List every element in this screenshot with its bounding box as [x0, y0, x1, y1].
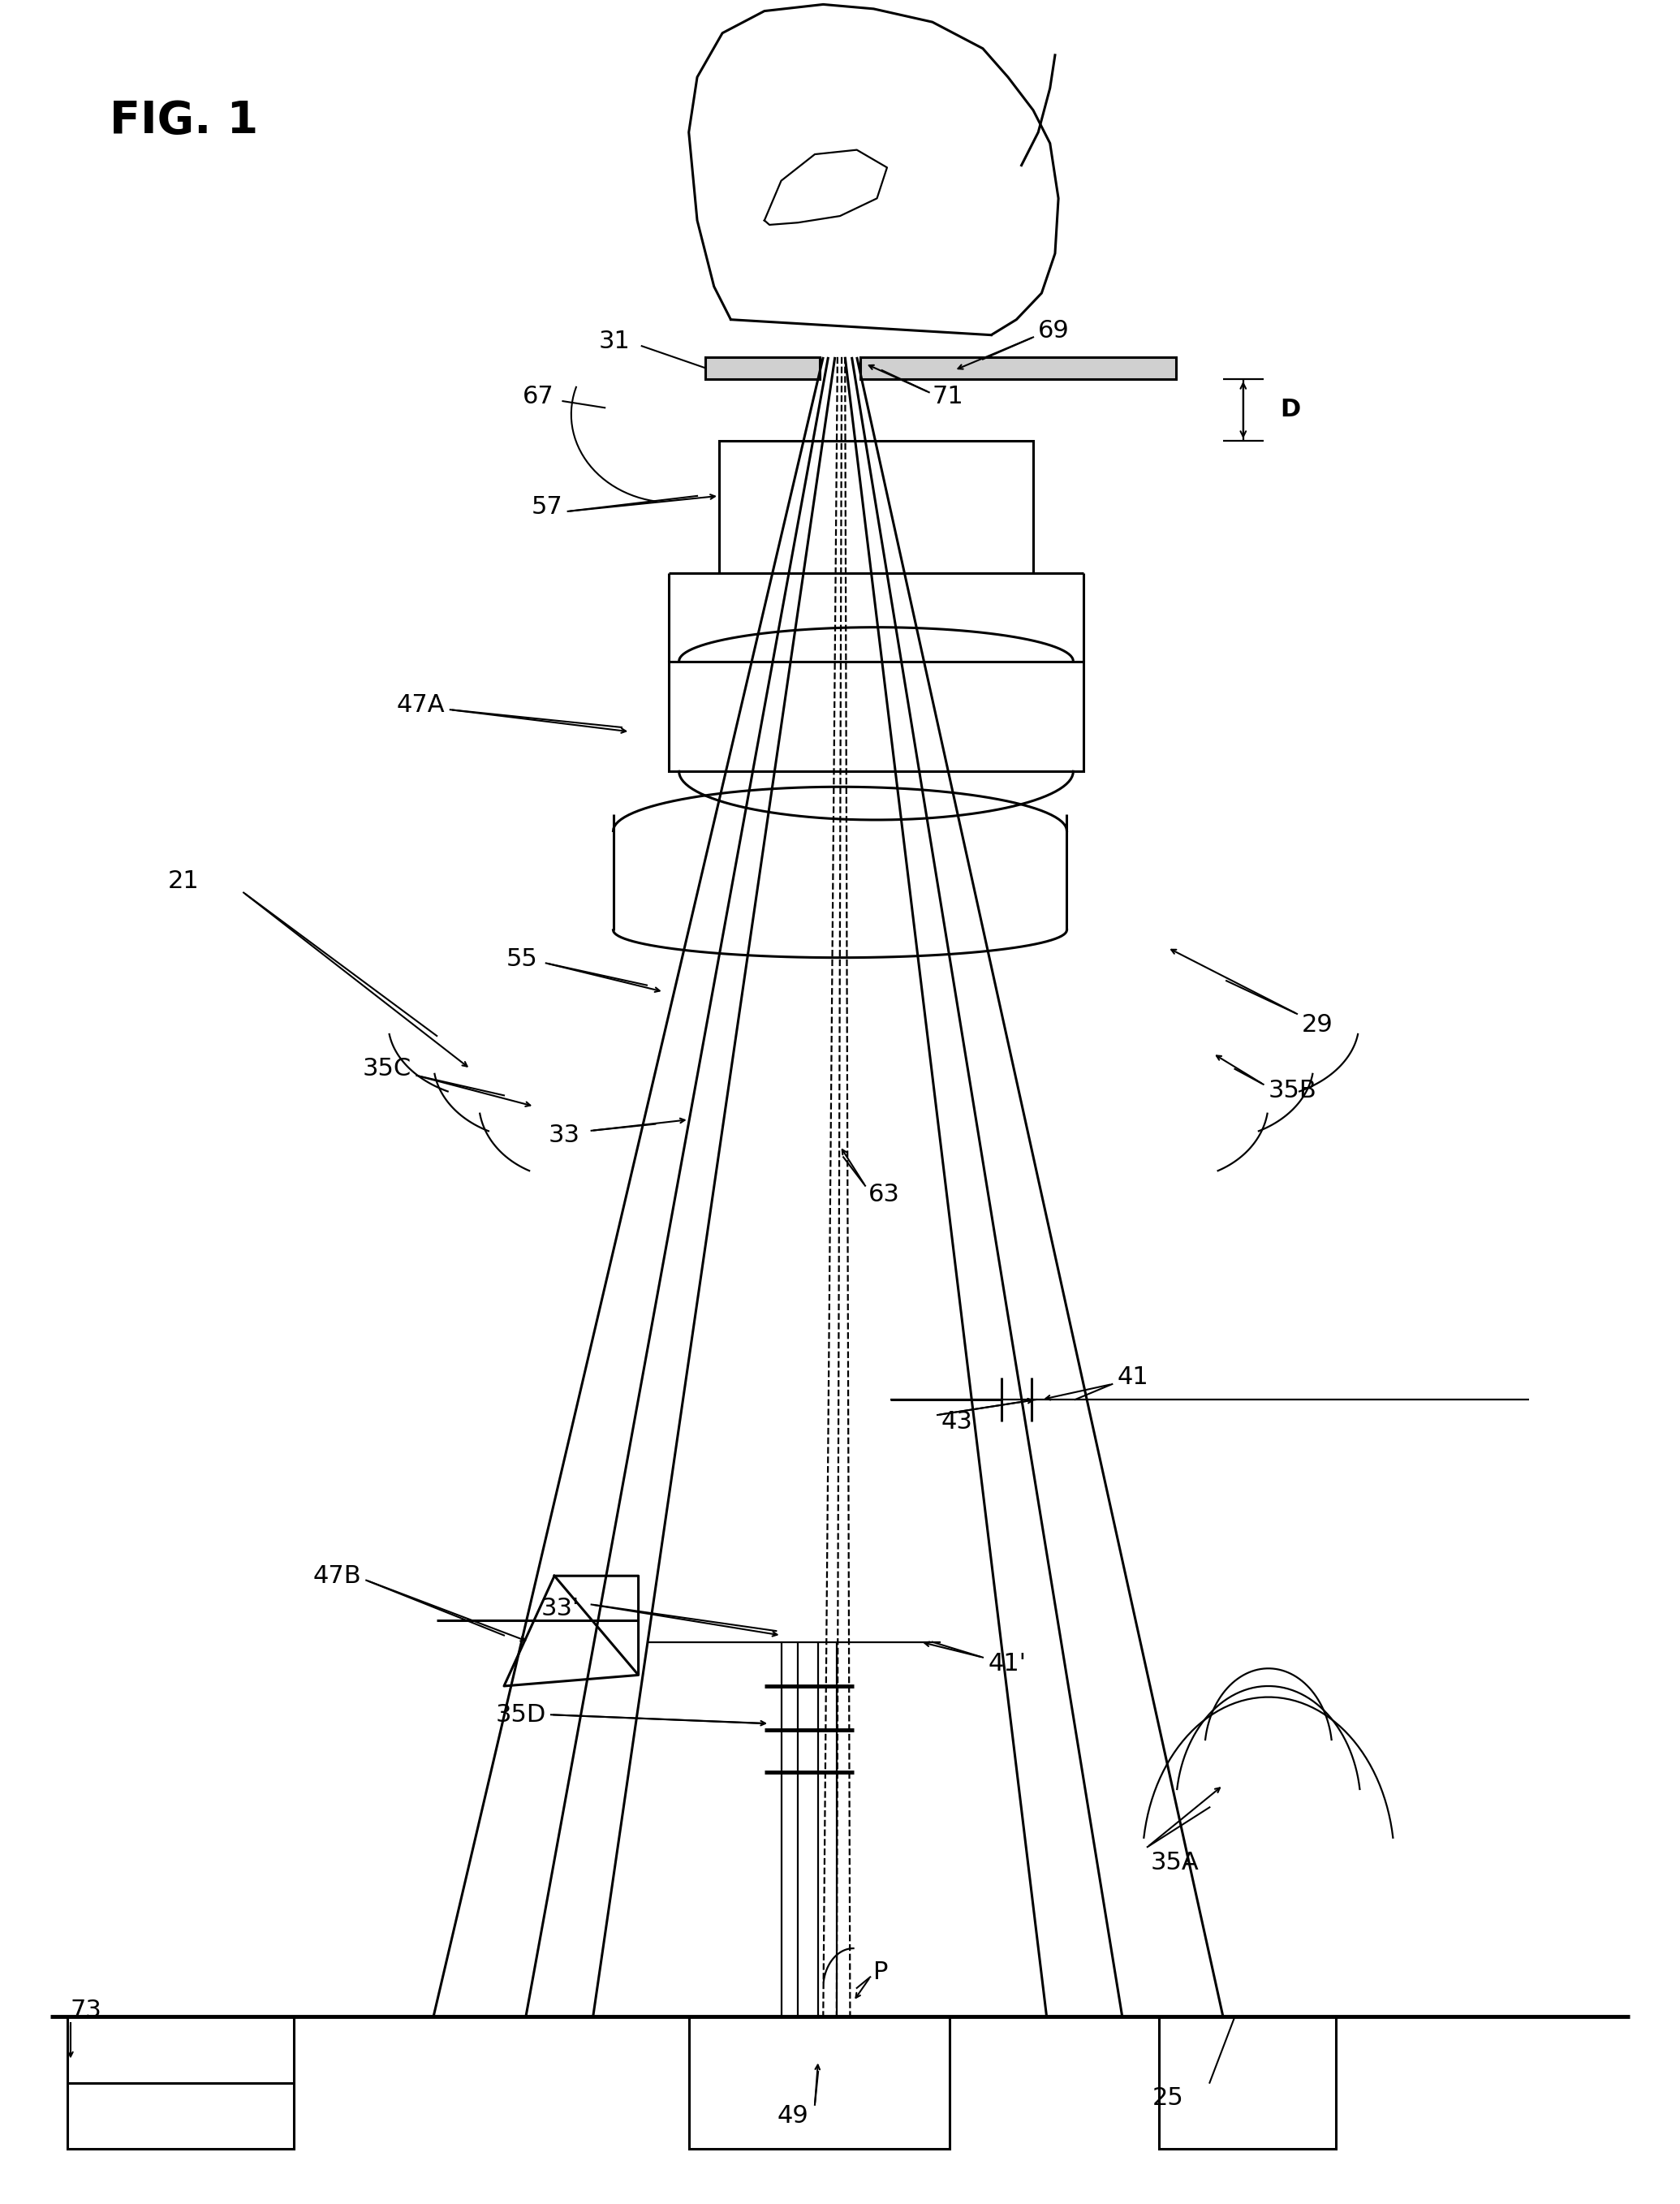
- Text: 57: 57: [531, 496, 563, 518]
- Text: 67: 67: [522, 386, 554, 408]
- Text: FIG. 1: FIG. 1: [109, 99, 259, 143]
- Bar: [669, 661, 1084, 771]
- Text: 25: 25: [1152, 2087, 1183, 2109]
- Text: 33: 33: [548, 1124, 580, 1146]
- Bar: [1159, 2017, 1336, 2149]
- Text: 55: 55: [506, 948, 538, 970]
- Text: 35B: 35B: [1268, 1080, 1317, 1102]
- Text: 41: 41: [1117, 1366, 1149, 1389]
- Text: 47B: 47B: [312, 1565, 361, 1587]
- Text: 63: 63: [869, 1184, 900, 1206]
- Text: 33': 33': [541, 1598, 580, 1620]
- Text: 31: 31: [598, 331, 630, 353]
- Text: P: P: [874, 1962, 889, 1984]
- Text: 71: 71: [932, 386, 964, 408]
- Bar: [860, 357, 1176, 379]
- Bar: [706, 357, 820, 379]
- Text: 43: 43: [941, 1411, 973, 1433]
- Text: 69: 69: [1038, 320, 1070, 342]
- Text: 35A: 35A: [1151, 1851, 1200, 1873]
- Bar: [67, 2017, 294, 2149]
- Text: 47A: 47A: [396, 694, 445, 716]
- Text: 35C: 35C: [363, 1058, 412, 1080]
- Text: 41': 41': [988, 1653, 1026, 1675]
- Text: 49: 49: [778, 2105, 808, 2127]
- Bar: [719, 441, 1033, 573]
- Text: D: D: [1280, 399, 1300, 421]
- Text: 35D: 35D: [496, 1704, 546, 1726]
- Text: 21: 21: [168, 871, 200, 893]
- Bar: [689, 2017, 949, 2149]
- Text: 29: 29: [1302, 1014, 1334, 1036]
- Text: 73: 73: [71, 1999, 102, 2021]
